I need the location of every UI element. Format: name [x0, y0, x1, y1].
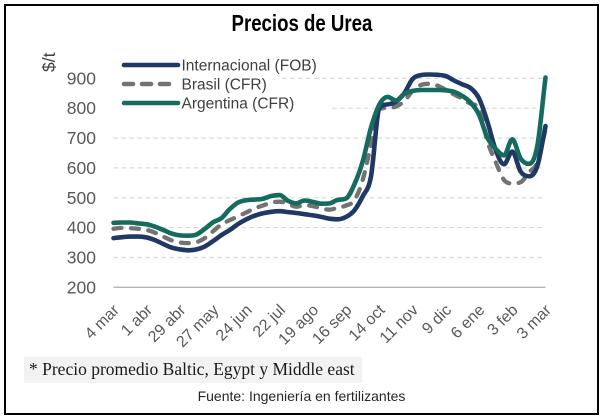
svg-text:6 ene: 6 ene — [448, 302, 488, 342]
svg-text:700: 700 — [67, 128, 96, 148]
svg-text:300: 300 — [67, 248, 96, 268]
svg-text:800: 800 — [67, 98, 96, 118]
svg-text:900: 900 — [67, 68, 96, 88]
svg-text:Argentina (CFR): Argentina (CFR) — [182, 96, 295, 113]
svg-text:3 mar: 3 mar — [514, 301, 555, 342]
svg-text:400: 400 — [67, 218, 96, 238]
svg-text:Internacional (FOB): Internacional (FOB) — [182, 58, 317, 75]
svg-text:500: 500 — [67, 188, 96, 208]
svg-text:11 nov: 11 nov — [377, 302, 422, 347]
svg-text:600: 600 — [67, 158, 96, 178]
svg-text:$/t: $/t — [39, 52, 59, 72]
svg-text:4 mar: 4 mar — [82, 301, 123, 342]
svg-text:200: 200 — [67, 277, 96, 297]
svg-text:24 jun: 24 jun — [213, 302, 256, 345]
svg-text:Brasil (CFR): Brasil (CFR) — [182, 77, 267, 94]
